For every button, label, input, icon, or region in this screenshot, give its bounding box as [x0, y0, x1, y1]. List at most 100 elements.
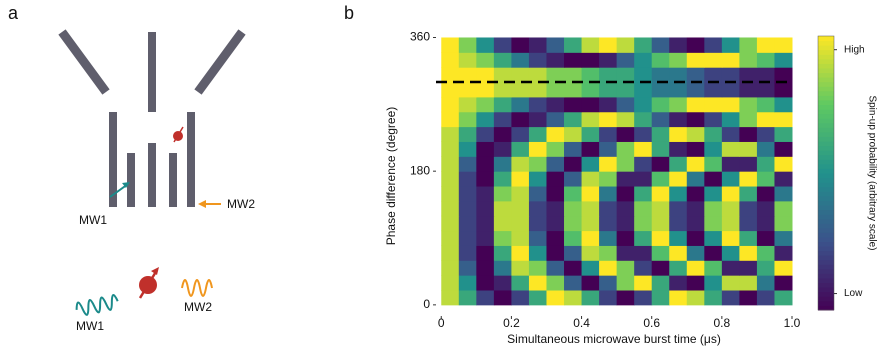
colorbar-segment — [818, 232, 834, 238]
colorbar-segment — [818, 296, 834, 302]
heat-cell — [476, 37, 495, 53]
heat-cell — [458, 126, 477, 142]
heat-cell — [493, 156, 512, 172]
colorbar-segment — [818, 287, 834, 293]
x-tick-label: 0.6 — [643, 316, 660, 330]
heat-cell — [669, 156, 688, 172]
heat-cell — [686, 52, 705, 68]
heat-cell — [476, 67, 495, 83]
heat-cell — [441, 96, 460, 113]
heat-cell — [581, 67, 600, 83]
heat-cell — [511, 156, 530, 172]
heat-cell — [528, 111, 547, 128]
colorbar-segment — [818, 118, 834, 124]
heat-cell — [704, 96, 723, 113]
heat-cell — [721, 245, 740, 261]
heat-cell — [774, 111, 793, 128]
heat-cell — [511, 200, 530, 217]
heat-cell — [441, 290, 460, 306]
device-schematic — [58, 29, 246, 207]
heat-cell — [634, 260, 653, 276]
heat-cell — [493, 126, 512, 142]
heat-cell — [651, 126, 670, 142]
heat-cell — [564, 245, 583, 261]
heat-cell — [458, 82, 477, 98]
heat-cell — [528, 67, 547, 83]
heat-cell — [616, 215, 635, 232]
colorbar-segment — [818, 259, 834, 265]
heat-cell — [704, 260, 723, 276]
heat-cell — [634, 141, 653, 157]
heat-cell — [774, 230, 793, 246]
heat-cell — [721, 186, 740, 202]
heat-cell — [756, 230, 775, 246]
gate — [169, 153, 177, 207]
heat-cell — [511, 260, 530, 276]
heat-cell — [686, 200, 705, 217]
heat-cell — [704, 111, 723, 128]
heat-cell — [581, 200, 600, 217]
heat-cell — [581, 245, 600, 261]
heat-cell — [546, 215, 565, 232]
heat-cell — [441, 275, 460, 291]
heat-cell — [739, 141, 758, 157]
heat-cell — [458, 260, 477, 276]
colorbar-segment — [818, 173, 834, 179]
gate — [58, 29, 110, 95]
heat-cell — [458, 215, 477, 232]
heat-cell — [756, 260, 775, 276]
heat-cell — [634, 230, 653, 246]
heat-cell — [546, 82, 565, 98]
colorbar-tick-label: Low — [844, 288, 863, 299]
heat-cell — [686, 156, 705, 172]
heat-cell — [476, 52, 495, 68]
y-tick-label: 360 — [410, 30, 430, 44]
heat-cell — [756, 126, 775, 142]
colorbar-segment — [818, 127, 834, 133]
heat-cell — [669, 52, 688, 68]
legend-label: MW2 — [184, 300, 212, 314]
colorbar-segment — [818, 264, 834, 270]
heat-cell — [458, 37, 477, 53]
heat-cell — [511, 67, 530, 83]
heat-cell — [651, 156, 670, 172]
heat-cell — [599, 37, 618, 53]
heat-cell — [546, 200, 565, 217]
heat-cell — [528, 126, 547, 142]
heat-cell — [581, 230, 600, 246]
heat-cell — [546, 171, 565, 187]
spin — [138, 267, 159, 299]
heat-cell — [528, 96, 547, 113]
heat-cell — [511, 171, 530, 187]
heat-cell — [546, 67, 565, 83]
heat-cell — [721, 96, 740, 113]
gate-label: MW2 — [227, 197, 255, 211]
heat-cell — [511, 82, 530, 98]
heat-cell — [476, 245, 495, 261]
heat-cell — [581, 111, 600, 128]
heat-cell — [441, 37, 460, 53]
heat-cell — [721, 37, 740, 53]
legend-label: MW1 — [76, 319, 104, 333]
colorbar-segment — [818, 159, 834, 165]
colorbar-segment — [818, 145, 834, 151]
heat-cell — [528, 82, 547, 98]
heat-cell — [756, 200, 775, 217]
colorbar-segment — [818, 255, 834, 261]
heat-cell — [774, 245, 793, 261]
heat-cell — [686, 141, 705, 157]
heat-cell — [493, 67, 512, 83]
heat-cell — [581, 37, 600, 53]
heat-cell — [441, 141, 460, 157]
colorbar-segment — [818, 122, 834, 128]
colorbar-segment — [818, 300, 834, 306]
heat-cell — [774, 200, 793, 217]
colorbar-segment — [818, 131, 834, 137]
heat-cell — [476, 156, 495, 172]
heat-cell — [669, 82, 688, 98]
heat-cell — [616, 67, 635, 83]
heat-cell — [669, 290, 688, 306]
heat-cell — [739, 245, 758, 261]
heat-cell — [704, 67, 723, 83]
gate — [194, 29, 246, 95]
